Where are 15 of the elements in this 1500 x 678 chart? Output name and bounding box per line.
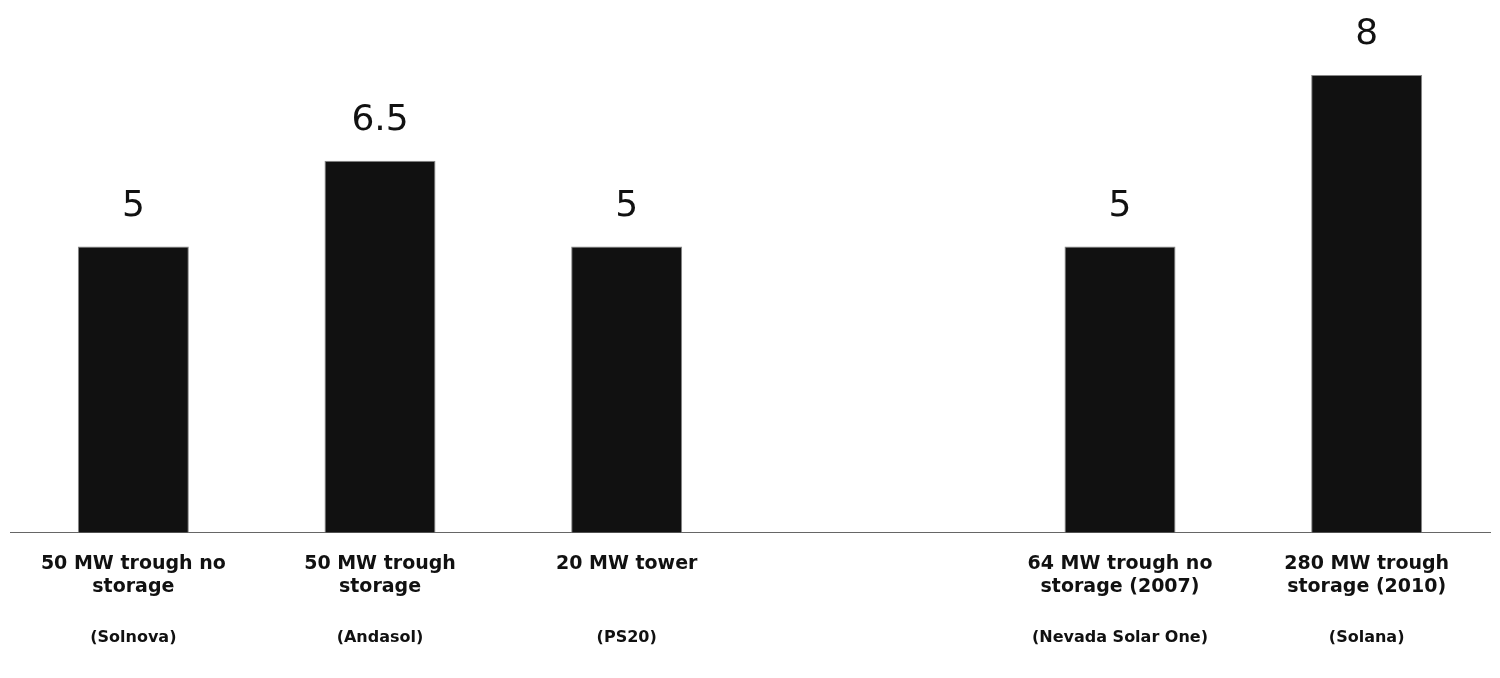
text: (PS20) — [596, 626, 657, 646]
text: (Solnova) — [90, 626, 177, 646]
x-tick-label: 50 MW trough no storage — [40, 550, 226, 596]
data-label: 5 — [121, 182, 145, 224]
data-label: 6.5 — [351, 97, 409, 139]
data-label: 8 — [1355, 11, 1379, 53]
x-tick-label: 64 MW trough no storage (2007) — [1027, 550, 1213, 596]
x-tick-label: 50 MW trough storage — [304, 550, 456, 596]
text: (Solana) — [1328, 626, 1405, 646]
data-label: 5 — [615, 182, 639, 224]
text: (Andasol) — [336, 626, 424, 646]
x-tick-label: 280 MW trough storage (2010) — [1284, 550, 1450, 596]
data-label: 5 — [1108, 182, 1132, 224]
text: (Nevada Solar One) — [1031, 626, 1209, 646]
x-tick-label: 20 MW tower — [555, 550, 699, 573]
